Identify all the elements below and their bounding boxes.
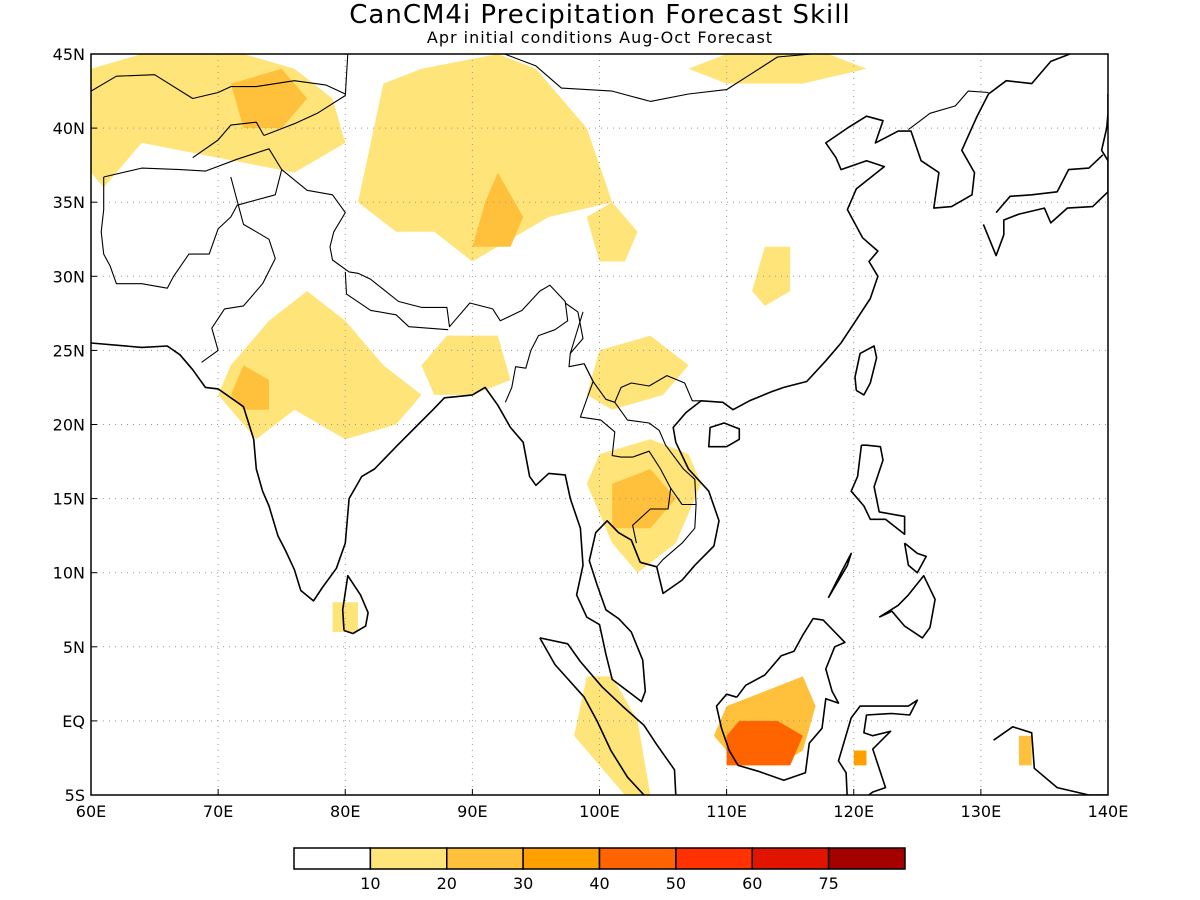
y-tick-label: 30N — [53, 267, 85, 286]
country-border — [656, 504, 697, 568]
x-tick-label: 90E — [457, 802, 487, 821]
country-border — [908, 90, 989, 131]
coastline — [837, 699, 919, 795]
y-tick-label: 40N — [53, 119, 85, 138]
skill-region-yunnan — [586, 335, 689, 410]
colorbar-swatch — [751, 847, 830, 870]
skill-region-sumatra — [574, 676, 651, 795]
skill-fill-layer — [91, 54, 1032, 795]
y-tick-label: 35N — [53, 193, 85, 212]
skill-region-sulawesi-spot — [853, 750, 867, 766]
coastline — [903, 542, 928, 574]
colorbar-label: 40 — [589, 874, 609, 893]
colorbar-swatch — [369, 847, 448, 870]
country-border — [614, 401, 697, 506]
y-tick-label: 5S — [65, 786, 85, 805]
colorbar-swatch — [827, 847, 906, 870]
colorbar-label: 50 — [666, 874, 686, 893]
x-tick-label: 120E — [833, 802, 874, 821]
coastline — [341, 574, 369, 635]
country-border — [564, 302, 579, 313]
skill-region-tibet — [358, 54, 613, 262]
skill-region-bangladesh — [421, 335, 511, 395]
skill-region-northwest-india-core — [230, 365, 269, 410]
skill-region-tibet-core — [472, 172, 524, 247]
y-tick-label: 15N — [53, 490, 85, 509]
colorbar-label: 75 — [818, 874, 838, 893]
skill-region-new-guinea-spot — [1019, 735, 1032, 766]
country-border — [583, 363, 594, 382]
coastline — [995, 154, 1104, 214]
coastline — [827, 552, 853, 599]
country-border — [345, 54, 435, 55]
country-border — [579, 381, 672, 544]
chart-title: CanCM4i Precipitation Forecast Skill — [349, 0, 851, 30]
skill-region-borneo-core — [726, 720, 803, 766]
chart-subtitle: Apr initial conditions Aug-Oct Forecast — [426, 28, 774, 47]
country-border — [263, 54, 349, 137]
longitude-axis: 60E 70E 80E 90E 100E 110E 120E 130E 140E — [76, 789, 1129, 821]
country-border — [192, 121, 265, 159]
colorbar-label: 10 — [360, 874, 380, 893]
coastline — [850, 444, 906, 536]
country-border — [201, 176, 276, 363]
colorbar-swatch — [522, 847, 601, 870]
x-tick-label: 130E — [961, 802, 1002, 821]
x-tick-label: 60E — [76, 802, 106, 821]
coastline — [539, 637, 677, 795]
skill-region-central-china — [752, 246, 791, 306]
colorbar-label: 30 — [513, 874, 533, 893]
colorbar-swatch — [598, 847, 677, 870]
y-tick-label: 25N — [53, 341, 85, 360]
skill-region-sri-lanka — [332, 602, 358, 632]
x-tick-label: 100E — [579, 802, 620, 821]
coastline — [707, 422, 741, 448]
colorbar-swatch — [293, 847, 372, 870]
country-border — [503, 54, 812, 102]
skill-region-central-asia-core — [230, 68, 308, 129]
colorbar: 10 20 30 40 50 60 75 — [293, 847, 906, 893]
coastline — [91, 54, 1071, 703]
country-border — [281, 169, 569, 403]
coastline — [715, 617, 846, 782]
country-border — [100, 148, 283, 289]
coastline — [854, 345, 878, 396]
x-tick-label: 70E — [203, 802, 233, 821]
colorbar-swatch — [675, 847, 753, 870]
y-tick-label: EQ — [62, 712, 85, 731]
coastline — [993, 725, 1108, 795]
y-tick-label: 20N — [53, 416, 85, 435]
coastline — [982, 94, 1108, 257]
colorbar-label: 20 — [437, 874, 457, 893]
coastline-layer — [91, 54, 1108, 795]
colorbar-label: 60 — [742, 874, 762, 893]
y-tick-label: 10N — [53, 564, 85, 583]
coastline — [878, 574, 936, 639]
x-tick-label: 110E — [706, 802, 747, 821]
x-tick-label: 80E — [330, 802, 360, 821]
country-border — [569, 311, 584, 354]
country-border — [344, 271, 449, 331]
y-tick-label: 5N — [63, 638, 85, 657]
latitude-axis: 5S EQ 5N 10N 15N 20N 25N 30N 35N 40N 45N — [53, 45, 97, 805]
colorbar-swatch — [446, 847, 524, 870]
skill-region-northeast — [688, 54, 867, 84]
x-tick-label: 140E — [1088, 802, 1129, 821]
country-border — [91, 74, 346, 100]
y-tick-label: 45N — [53, 45, 85, 64]
